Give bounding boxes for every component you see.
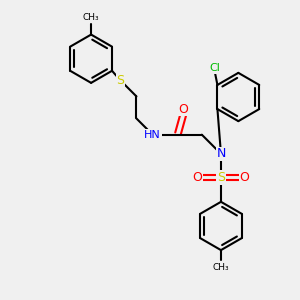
Text: S: S	[116, 74, 124, 87]
Text: O: O	[193, 171, 202, 184]
Text: CH₃: CH₃	[82, 13, 99, 22]
Text: Cl: Cl	[210, 63, 220, 73]
Text: O: O	[240, 171, 250, 184]
Text: O: O	[178, 103, 188, 116]
Text: HN: HN	[144, 130, 161, 140]
Text: S: S	[217, 171, 225, 184]
Text: N: N	[216, 147, 226, 160]
Text: CH₃: CH₃	[213, 263, 229, 272]
